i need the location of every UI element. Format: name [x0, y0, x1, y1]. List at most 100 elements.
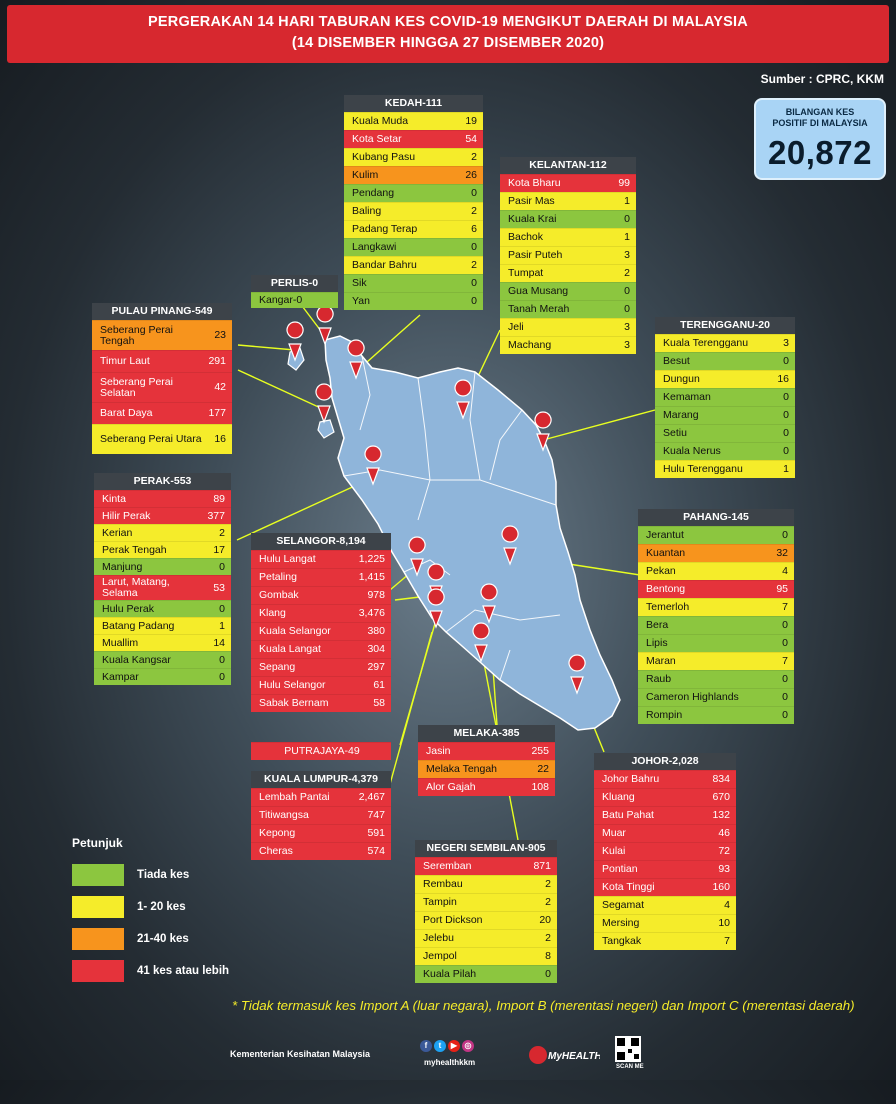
district-name: Bandar Bahru [352, 259, 417, 271]
panel-kuala-lumpur: KUALA LUMPUR-4,379 Lembah Pantai 2,467 Titi… [251, 771, 391, 860]
district-name: Kerian [102, 526, 133, 539]
district-row: Sabak Bernam 58 [251, 694, 391, 712]
district-row: Jelebu 2 [415, 929, 557, 947]
district-cases: 3 [783, 337, 789, 349]
district-row: Klang 3,476 [251, 604, 391, 622]
district-cases: 0 [782, 691, 788, 703]
district-cases: 14 [213, 636, 225, 649]
district-row: Muar 46 [594, 824, 736, 842]
district-name: Mersing [602, 917, 640, 929]
district-name: Kluang [602, 791, 635, 803]
district-cases: 2 [545, 878, 551, 890]
district-row: Kuala Selangor 380 [251, 622, 391, 640]
district-row: Barat Daya 177 [92, 402, 232, 424]
district-name: Seremban [423, 860, 472, 872]
district-row: Hulu Selangor 61 [251, 676, 391, 694]
youtube-icon[interactable]: ▶ [448, 1040, 460, 1052]
district-cases: 1 [219, 619, 225, 632]
panel-selangor: SELANGOR-8,194 Hulu Langat 1,225 Petaling 1,… [251, 533, 391, 712]
district-cases: 7 [782, 601, 788, 613]
district-row: Sik 0 [344, 274, 483, 292]
district-cases: 0 [624, 285, 630, 297]
district-name: Pendang [352, 187, 395, 199]
facebook-icon[interactable]: f [420, 1040, 432, 1052]
district-name: Alor Gajah [426, 781, 476, 793]
district-row: Jempol 8 [415, 947, 557, 965]
district-cases: 0 [783, 409, 789, 421]
district-cases: 0 [782, 619, 788, 631]
district-cases: 0 [471, 187, 477, 199]
district-cases: 2 [624, 267, 630, 279]
district-row: Bandar Bahru 2 [344, 256, 483, 274]
district-row: Timur Laut 291 [92, 350, 232, 372]
state-title: SELANGOR-8,194 [251, 533, 391, 550]
district-cases: 4 [782, 565, 788, 577]
district-name: Barat Daya [100, 407, 153, 419]
district-cases: 0 [782, 709, 788, 721]
district-row: Bachok 1 [500, 228, 636, 246]
district-cases: 26 [465, 169, 477, 181]
district-cases: 1 [783, 463, 789, 475]
district-name: Kuala Muda [352, 115, 409, 127]
district-name: Bera [646, 619, 669, 631]
district-name: Lembah Pantai [259, 791, 330, 803]
panel-negeri-sembilan: NEGERI SEMBILAN-905 Seremban 871 Rembau 2 Tam… [415, 840, 557, 983]
district-cases: 978 [367, 589, 385, 601]
legend-swatch [72, 960, 124, 982]
district-row: Lembah Pantai 2,467 [251, 788, 391, 806]
district-cases: 255 [531, 745, 549, 757]
district-cases: 2,467 [358, 791, 385, 803]
total-cases-box: BILANGAN KES POSITIF DI MALAYSIA 20,872 [754, 98, 886, 180]
district-row: Kuala Nerus 0 [655, 442, 795, 460]
district-cases: 177 [208, 407, 226, 419]
instagram-icon[interactable]: ◎ [462, 1040, 474, 1052]
twitter-icon[interactable]: t [434, 1040, 446, 1052]
district-cases: 20 [539, 914, 551, 926]
district-cases: 1,225 [358, 553, 385, 565]
district-cases: 0 [624, 303, 630, 315]
qr-code-icon[interactable] [615, 1036, 641, 1062]
district-name: Seberang Perai Tengah [100, 323, 173, 347]
title-line-1: PERGERAKAN 14 HARI TABURAN KES COVID-19 … [148, 14, 748, 30]
district-cases: 132 [712, 809, 730, 821]
scan-me-label: SCAN ME [616, 1064, 644, 1070]
legend-label: 21-40 kes [137, 933, 189, 945]
source-text: Sumber : CPRC, KKM [760, 72, 884, 86]
district-cases: 3,476 [358, 607, 385, 619]
state-title: KELANTAN-112 [500, 157, 636, 174]
district-name: Kota Setar [352, 133, 402, 145]
district-row: Dungun 16 [655, 370, 795, 388]
district-row: Kuala Muda 19 [344, 112, 483, 130]
district-cases: 747 [367, 809, 385, 821]
district-cases: 0 [471, 295, 477, 307]
district-row: Batang Padang 1 [94, 617, 231, 634]
district-row: Jasin 255 [418, 742, 555, 760]
district-name: Kubang Pasu [352, 151, 416, 163]
total-value: 20,872 [768, 134, 872, 171]
district-row: Pasir Mas 1 [500, 192, 636, 210]
panel-putrajaya: PUTRAJAYA-49 [251, 742, 391, 760]
state-title: TERENGGANU-20 [655, 317, 795, 334]
district-cases: 22 [537, 763, 549, 775]
district-name: Hulu Selangor [259, 679, 326, 691]
district-cases: 108 [531, 781, 549, 793]
district-row: Hulu Perak 0 [94, 600, 231, 617]
district-cases: 2 [545, 896, 551, 908]
district-cases: 17 [213, 543, 225, 556]
panel-terengganu: TERENGGANU-20 Kuala Terengganu 3 Besut 0 Dung… [655, 317, 795, 478]
district-row: Tanah Merah 0 [500, 300, 636, 318]
panel-perak: PERAK-553 Kinta 89 Hilir Perak 377 Kerian 2 Per… [94, 473, 231, 685]
district-name: Kota Tinggi [602, 881, 655, 893]
district-row: Titiwangsa 747 [251, 806, 391, 824]
district-name: Johor Bahru [602, 773, 660, 785]
district-name: Tanah Merah [508, 303, 570, 315]
district-name: Hulu Terengganu [663, 463, 743, 475]
district-cases: 2 [219, 526, 225, 539]
district-row: Jeli 3 [500, 318, 636, 336]
panel-kedah: KEDAH-111 Kuala Muda 19 Kota Setar 54 Kubang … [344, 95, 483, 310]
district-name: Perak Tengah [102, 543, 167, 556]
ministry-label: Kementerian Kesihatan Malaysia [230, 1049, 371, 1059]
district-row: Mersing 10 [594, 914, 736, 932]
district-cases: 0 [219, 670, 225, 683]
district-row: Langkawi 0 [344, 238, 483, 256]
